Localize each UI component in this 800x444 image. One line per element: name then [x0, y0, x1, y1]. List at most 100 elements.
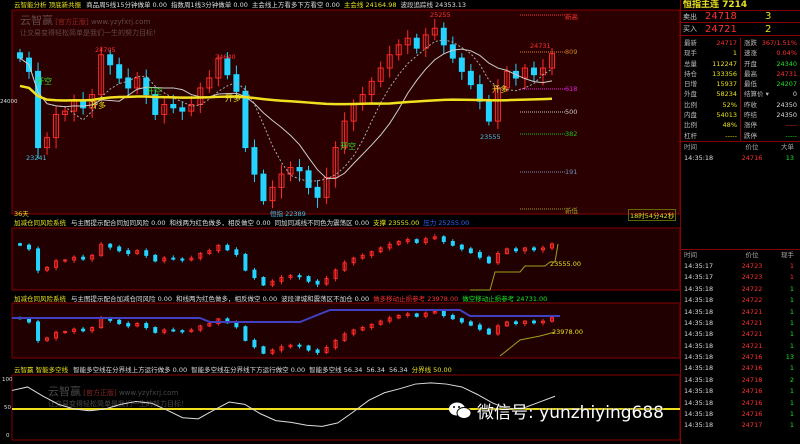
panel3-candle [315, 349, 320, 353]
indicator-selector[interactable]: 加减仓同风险系统 [14, 295, 66, 303]
stat-label: 昨结 [744, 111, 757, 120]
bid-price: 24721 [705, 23, 737, 35]
panel3-candle [81, 328, 86, 332]
panel2-candle [279, 277, 284, 282]
indicator-value: 和线两为红色做多，相反做空 0.00 [176, 295, 278, 303]
panel3-candle [279, 346, 284, 351]
main-candle [260, 173, 267, 202]
time: 14:35:17 [684, 261, 714, 270]
main-candle [35, 70, 42, 149]
volume: 1 [789, 341, 794, 350]
ma-long-line [19, 84, 553, 106]
ma-mid-line [19, 48, 553, 179]
main-candle [188, 104, 195, 112]
main-candle [224, 58, 231, 76]
panel2-candle [81, 256, 86, 260]
time: 14:35:18 [684, 307, 714, 316]
watermark-brand: 云智赢 [20, 14, 53, 27]
panel3-candle [495, 325, 500, 335]
oscillator-line [11, 382, 556, 427]
price-label: 23241 [26, 154, 47, 162]
panel3-candle [90, 327, 95, 332]
price-label: 24640 [215, 53, 236, 61]
main-candle [107, 54, 114, 66]
main-candle [431, 27, 438, 36]
price: 24721 [741, 341, 763, 350]
indicator-value: 智能多空线 56.34 [309, 366, 363, 374]
kline-chart[interactable] [0, 0, 680, 444]
main-candle [458, 57, 465, 72]
tick-row: 14:35:18 24716 1 [681, 409, 800, 420]
indicator-selector[interactable]: 加减仓同风险系统 [14, 219, 66, 227]
stat-value: 24717 [716, 39, 737, 47]
main-candle [422, 34, 429, 49]
volume: 1 [789, 387, 794, 396]
panel2-candle [180, 258, 185, 261]
tick-row: 14:35:18 24716 13 [681, 352, 800, 363]
watermark-site: www.yzyfxrj.com [90, 18, 151, 26]
panel2-candle [315, 280, 320, 285]
tick-list[interactable]: 时间 价位 现手 14:35:17 24723 1 14:35:17 24723 1 14:35:… [681, 250, 800, 432]
panel3-candle [369, 323, 374, 329]
main-candle [44, 137, 51, 149]
ask-price: 24718 [705, 11, 737, 22]
tick-row: 14:35:17 24723 1 [681, 261, 800, 272]
main-candle [368, 80, 375, 96]
fib-level-label: 新低 [565, 207, 578, 215]
stat-label: 跌停 [744, 131, 757, 140]
panel2-candle [153, 254, 158, 262]
volume: 1 [789, 364, 794, 373]
stat-value: 24350 [776, 111, 797, 120]
stat-label: 外盘 [684, 90, 697, 99]
panel3-candle [270, 349, 275, 354]
panel2-candle [144, 250, 149, 256]
main-candle [476, 84, 483, 102]
quote-stats: 最新 24717 现手 1 总量 112247 持仓 133356 日增 15937 外盘 58234… [681, 36, 800, 142]
panel2-candle [216, 244, 221, 252]
panel3-candle [162, 329, 167, 333]
price: 24718 [741, 375, 763, 384]
bid-row[interactable]: 买入 24721 2 [681, 23, 800, 36]
osc-tick-0: 0 [6, 433, 10, 439]
main-panel [11, 9, 680, 215]
panel2-candle [243, 253, 248, 271]
panel2-candle [495, 253, 500, 264]
quote-stat: 持仓 133356 [681, 69, 740, 79]
indicator-selector[interactable]: 云智赢 智能多空线 [14, 366, 69, 374]
quote-stat: 现手 1 [681, 48, 740, 58]
panel2-candle [477, 252, 482, 258]
volume: 1 [789, 410, 794, 419]
stat-value: ----- [785, 121, 797, 130]
stat-value: 58234 [716, 90, 737, 99]
quote-stat: 杠杆 ----- [681, 131, 740, 141]
indicator-value: 指数周1线3分钟做单 0.00 [171, 1, 248, 9]
panel2-candle [333, 269, 338, 279]
panel2-candle [135, 250, 140, 255]
stat-label: 结算价 ▾ [744, 90, 769, 99]
stat-label: 日增 [684, 80, 697, 89]
price: 24717 [741, 421, 763, 430]
watermark-bottom: 云智赢 [官方正版] www.yzyfxrj.com 让交易变得轻松简单是我们一… [48, 383, 188, 409]
panel4-indicator-header: 云智赢 智能多空线 智能多空线在分界线上方运行做多 0.00 智能多空线在分界线下方… [14, 365, 456, 375]
stat-label: 内盘 [684, 111, 697, 120]
stat-value: 54013 [716, 111, 737, 120]
panel2-candle [441, 236, 446, 242]
indicator-selector[interactable]: 云智能分析 顶底新共振 [14, 1, 82, 9]
stat-label: 昨收 [744, 100, 757, 109]
panel3-candle [243, 326, 248, 341]
stat-label: 比例 [684, 100, 697, 109]
volume: 1 [789, 318, 794, 327]
ask-row[interactable]: 卖出 24718 3 [681, 10, 800, 23]
quote-stat: 比例 48% [681, 120, 740, 130]
tick-row: 14:35:18 24716 1 [681, 363, 800, 374]
panel3-candle [360, 327, 365, 331]
panel2-candle [171, 257, 176, 260]
tick-row: 14:35:18 24721 1 [681, 329, 800, 340]
panel3-candle [180, 330, 185, 333]
panel2-candle [198, 253, 203, 259]
stat-label: 涨停 [744, 121, 757, 130]
tick-row: 14:35:18 24722 1 [681, 284, 800, 295]
indicator-value: 同加同减线不同色为震荡区 0.00 [274, 219, 370, 227]
panel2-candle [459, 244, 464, 250]
quote-stat: 日增 15937 [681, 79, 740, 89]
